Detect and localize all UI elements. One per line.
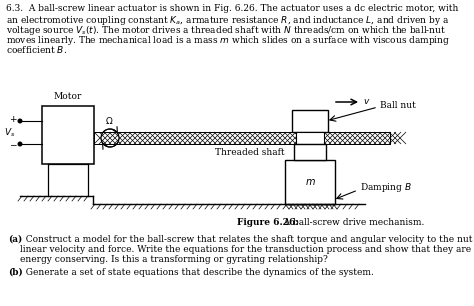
Text: (b): (b): [8, 268, 23, 277]
Bar: [292, 110, 328, 132]
Text: 6.3.  A ball-screw linear actuator is shown in Fig. 6.26. The actuator uses a dc: 6.3. A ball-screw linear actuator is sho…: [6, 4, 458, 13]
Text: $v$: $v$: [363, 98, 371, 106]
Text: (a): (a): [8, 235, 22, 244]
Text: Figure 6.26:: Figure 6.26:: [237, 218, 299, 227]
Text: linear velocity and force. Write the equations for the transduction process and : linear velocity and force. Write the equ…: [20, 245, 471, 254]
Text: Generate a set of state equations that describe the dynamics of the system.: Generate a set of state equations that d…: [20, 268, 374, 277]
Bar: [285, 160, 335, 204]
Bar: [94, 132, 390, 144]
Text: Motor: Motor: [54, 92, 82, 101]
Text: voltage source $V_s(t)$. The motor drives a threaded shaft with $N$ threads/cm o: voltage source $V_s(t)$. The motor drive…: [6, 24, 446, 37]
Text: Damping $B$: Damping $B$: [360, 181, 412, 193]
Text: $V_s$: $V_s$: [4, 126, 16, 139]
Bar: [294, 144, 326, 160]
Bar: [42, 106, 94, 164]
Text: Threaded shaft: Threaded shaft: [215, 148, 284, 157]
Text: $\Omega$: $\Omega$: [105, 115, 113, 126]
Text: −: −: [9, 140, 17, 150]
Text: coefficient $B$.: coefficient $B$.: [6, 44, 67, 55]
Text: A ball-screw drive mechanism.: A ball-screw drive mechanism.: [275, 218, 424, 227]
Bar: [94, 132, 390, 144]
Circle shape: [18, 119, 22, 123]
Bar: [296, 132, 324, 144]
Text: an electromotive coupling constant $K_a$, armature resistance $R$, and inductanc: an electromotive coupling constant $K_a$…: [6, 14, 449, 27]
Text: Construct a model for the ball-screw that relates the shaft torque and angular v: Construct a model for the ball-screw tha…: [20, 235, 473, 244]
Text: moves linearly. The mechanical load is a mass $m$ which slides on a surface with: moves linearly. The mechanical load is a…: [6, 34, 450, 47]
Text: Ball nut: Ball nut: [380, 100, 416, 110]
Text: +: +: [9, 115, 17, 125]
Text: energy conserving. Is this a transforming or gyrating relationship?: energy conserving. Is this a transformin…: [20, 255, 328, 264]
Circle shape: [18, 142, 22, 146]
Text: $m$: $m$: [305, 177, 315, 187]
